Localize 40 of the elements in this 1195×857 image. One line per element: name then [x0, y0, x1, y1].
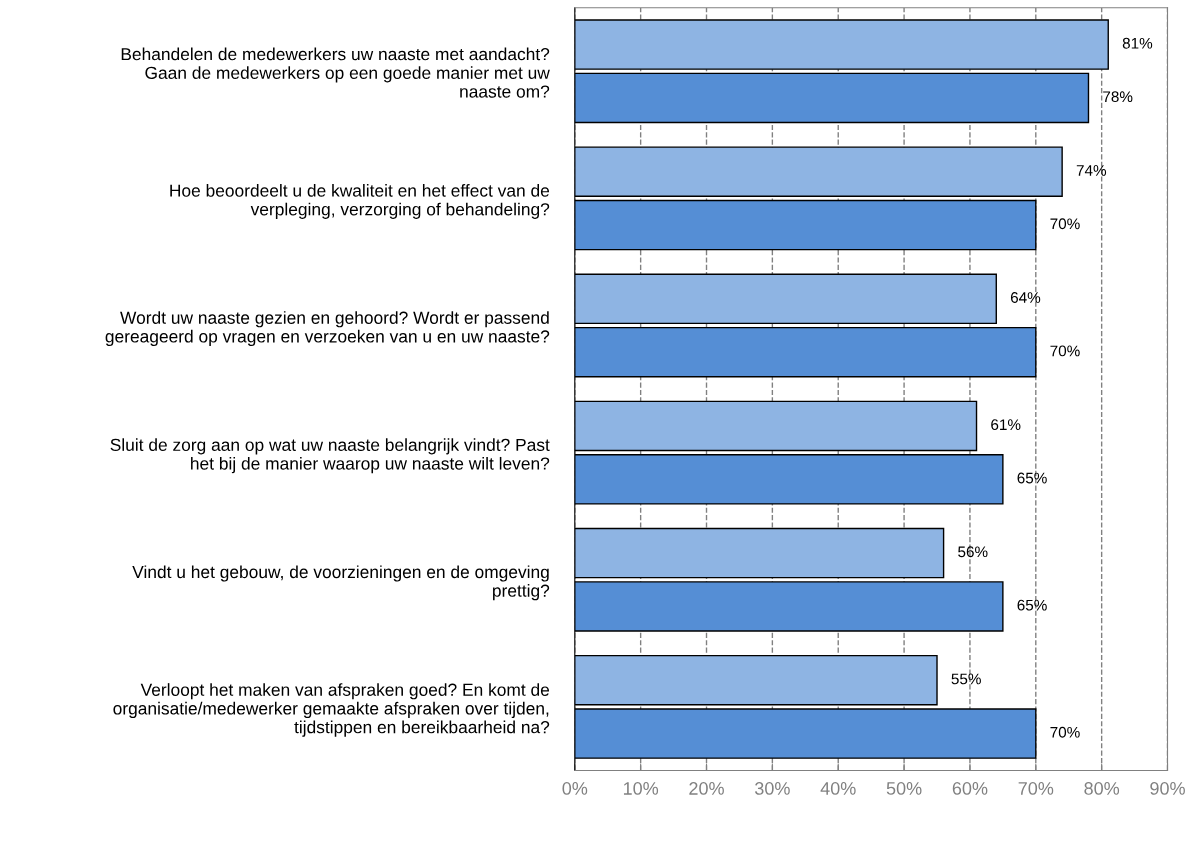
x-tick-label: 30%	[754, 782, 790, 795]
data-label: 78%	[1103, 91, 1133, 103]
bar	[574, 72, 1090, 124]
x-tick-label: 90%	[1150, 782, 1185, 795]
data-label: 70%	[1050, 345, 1080, 357]
bar	[574, 654, 938, 706]
y-tick-label: Vindt u het gebouw, de voorzieningen en de omgeving prettig?	[132, 565, 550, 601]
data-label: 55%	[951, 673, 981, 685]
bar	[574, 199, 1037, 251]
x-tick-label: 20%	[689, 782, 724, 795]
x-tick-label: 40%	[820, 782, 856, 795]
data-label: 70%	[1050, 726, 1080, 738]
y-tick-label: Behandelen de medewerkers uw naaste met aandacht? Gaan de medewerkers op een goede manier met uw naaste om?	[121, 47, 550, 98]
x-tick-label: 60%	[952, 782, 988, 795]
bar	[574, 146, 1063, 197]
x-tick-label: 0%	[562, 782, 588, 795]
x-tick-label: 70%	[1018, 782, 1054, 795]
x-tick-label: 80%	[1084, 782, 1120, 795]
bar	[574, 326, 1037, 378]
y-tick-label: Sluit de zorg aan op wat uw naaste belangrijk vindt? Past het bij de manier waarop uw naaste wilt leven?	[110, 438, 550, 474]
bar	[574, 454, 1004, 505]
data-label: 56%	[958, 546, 988, 558]
y-tick-label: Wordt uw naaste gezien en gehoord? Wordt er passend gereageerd op vragen en verzoeken van u en uw naaste?	[105, 311, 550, 347]
data-label: 81%	[1122, 37, 1153, 49]
data-label: 65%	[1017, 472, 1047, 484]
bar	[574, 19, 1109, 70]
data-label: 65%	[1017, 599, 1047, 611]
bar	[574, 708, 1037, 759]
data-label: 61%	[991, 419, 1021, 431]
data-label: 64%	[1010, 292, 1041, 303]
x-tick-label: 10%	[623, 782, 659, 795]
bar	[574, 527, 945, 579]
y-tick-label: Hoe beoordeelt u de kwaliteit en het effect van de verpleging, verzorging of behandeling?	[170, 184, 550, 219]
data-label: 70%	[1050, 218, 1080, 230]
bar	[574, 400, 978, 452]
bar	[574, 273, 997, 325]
y-tick-label: Verloopt het maken van afspraken goed? En komt de organisatie/medewerker gemaakte afspraken over tijden, tijdstippen en bereikbaarheid na?	[113, 683, 550, 737]
data-label: 74%	[1076, 165, 1107, 176]
bar	[574, 581, 1004, 632]
x-tick-label: 50%	[886, 782, 922, 795]
